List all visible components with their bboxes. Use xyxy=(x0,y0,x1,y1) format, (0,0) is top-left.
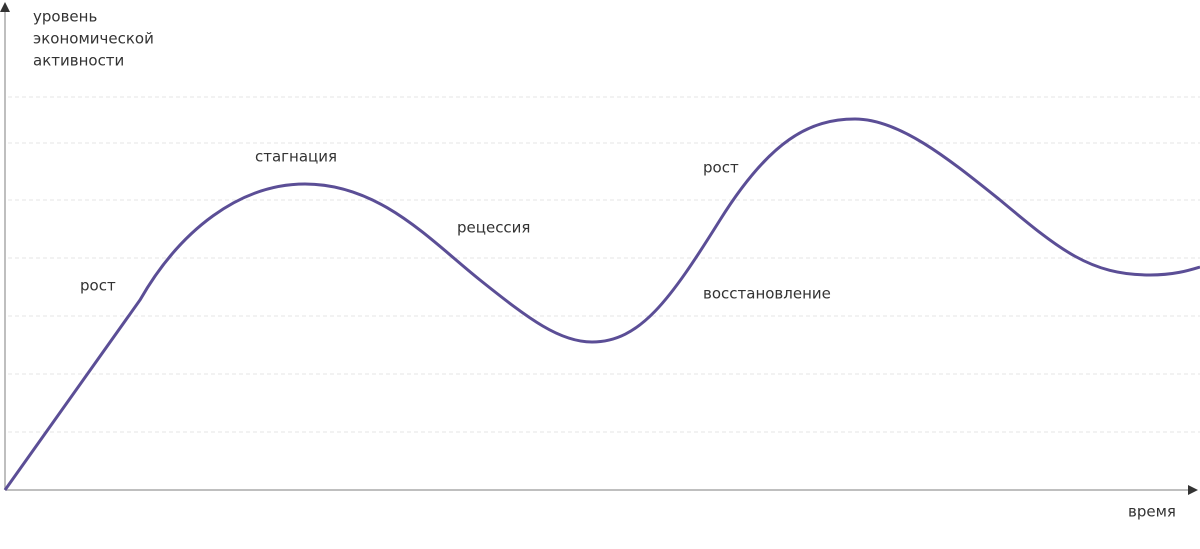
grid xyxy=(8,96,1200,433)
cycle-curve xyxy=(3,117,1200,491)
phase-label: рост xyxy=(80,277,116,295)
phase-label: восстановление xyxy=(703,285,831,303)
y-axis-label: экономической xyxy=(33,30,154,48)
x-axis-arrow xyxy=(1188,485,1198,495)
phase-label: стагнация xyxy=(255,148,337,166)
y-axis-label: активности xyxy=(33,52,124,70)
phase-label: рост xyxy=(703,159,739,177)
x-axis-label: время xyxy=(1128,503,1176,521)
y-axis-label: уровень xyxy=(33,8,97,26)
phase-label: рецессия xyxy=(457,219,530,237)
y-axis-arrow xyxy=(0,2,10,12)
